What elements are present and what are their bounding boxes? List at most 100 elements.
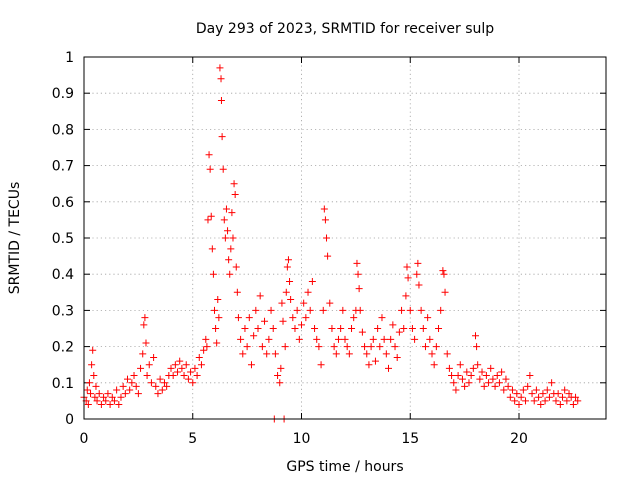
data-point — [456, 361, 464, 369]
data-point — [387, 335, 395, 343]
data-point — [302, 314, 310, 322]
y-tick-label: 0.8 — [52, 122, 74, 138]
data-point — [141, 314, 149, 322]
data-point — [180, 372, 188, 380]
data-point — [108, 393, 116, 401]
data-point — [130, 372, 138, 380]
data-point — [143, 372, 151, 380]
data-point — [174, 368, 182, 376]
data-point — [225, 256, 233, 264]
data-point — [213, 339, 221, 347]
data-point — [187, 368, 195, 376]
data-points — [80, 64, 582, 423]
data-point — [341, 335, 349, 343]
data-point — [472, 332, 479, 340]
data-point — [463, 368, 471, 376]
data-point — [539, 390, 547, 398]
data-point — [350, 314, 358, 322]
data-point — [487, 364, 495, 372]
data-point — [445, 364, 453, 372]
data-point — [513, 390, 521, 398]
data-point — [465, 379, 473, 387]
data-point — [126, 386, 134, 394]
data-point — [132, 382, 140, 390]
data-point — [178, 364, 186, 372]
data-point — [500, 386, 508, 394]
data-point — [265, 335, 273, 343]
y-tick-label: 0.7 — [52, 159, 74, 175]
data-point — [561, 386, 569, 394]
data-point — [495, 379, 503, 387]
x-tick-label: 0 — [80, 431, 89, 447]
data-point — [452, 386, 460, 394]
data-point — [247, 361, 255, 369]
data-point — [391, 343, 399, 351]
data-point — [113, 386, 121, 394]
data-point — [348, 325, 356, 332]
data-point — [227, 245, 235, 253]
data-point — [208, 245, 216, 253]
data-point — [239, 350, 247, 358]
data-point — [150, 353, 158, 361]
data-point — [207, 212, 215, 220]
data-point — [219, 165, 227, 173]
data-point — [212, 325, 220, 332]
data-point — [176, 357, 184, 365]
data-point — [524, 382, 532, 390]
data-point — [498, 368, 506, 376]
data-point — [415, 281, 423, 289]
data-point — [163, 382, 171, 390]
data-point — [104, 390, 112, 398]
x-tick-label: 20 — [510, 431, 528, 447]
data-point — [563, 397, 571, 405]
data-point — [569, 401, 577, 409]
data-point — [102, 397, 110, 405]
data-point — [424, 314, 432, 322]
data-point — [291, 325, 299, 332]
data-point — [458, 375, 466, 383]
data-point — [315, 343, 323, 351]
data-point — [263, 350, 271, 358]
data-point — [543, 386, 551, 394]
data-point — [234, 314, 242, 322]
data-point — [332, 350, 340, 358]
data-point — [508, 386, 516, 394]
data-point — [437, 306, 445, 314]
data-point — [541, 397, 549, 405]
data-point — [380, 335, 388, 343]
data-point — [317, 361, 325, 369]
data-point — [274, 372, 282, 380]
data-point — [376, 343, 384, 351]
data-point — [334, 335, 342, 343]
data-point — [154, 390, 162, 398]
data-point — [371, 357, 379, 365]
data-point — [506, 393, 514, 401]
data-point — [440, 270, 448, 278]
data-point — [261, 317, 269, 325]
data-point — [286, 277, 294, 285]
data-point — [306, 306, 314, 314]
data-point — [206, 165, 214, 173]
data-point — [152, 382, 160, 390]
data-point — [398, 306, 406, 314]
data-point — [354, 270, 362, 278]
y-tick-label: 0.6 — [52, 195, 74, 211]
data-point — [85, 379, 93, 387]
data-point — [330, 343, 338, 351]
data-point — [139, 350, 147, 358]
data-point — [476, 375, 484, 383]
data-point — [323, 234, 331, 242]
data-point — [326, 299, 334, 307]
data-point — [267, 306, 275, 314]
data-point — [328, 325, 336, 332]
data-point — [428, 350, 436, 358]
data-point — [300, 299, 308, 307]
data-point — [393, 353, 401, 361]
data-point — [289, 314, 297, 322]
data-point — [83, 386, 91, 394]
data-point — [408, 325, 416, 332]
data-point — [209, 270, 217, 278]
data-point — [356, 306, 364, 314]
data-point — [478, 368, 486, 376]
data-point — [224, 227, 232, 235]
